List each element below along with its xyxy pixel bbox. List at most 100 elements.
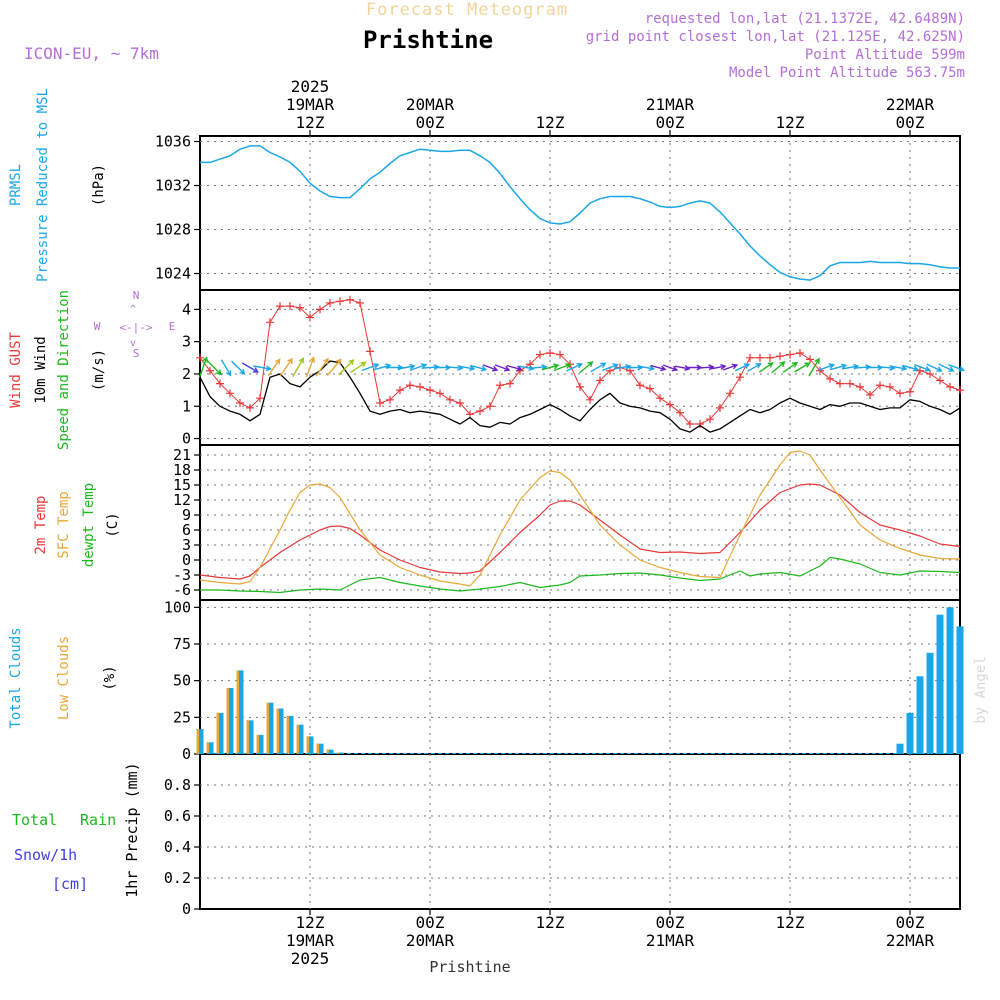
gust-marker [926, 369, 934, 378]
bar-clouds-total [246, 720, 254, 754]
panel-label: 10m Wind [33, 336, 49, 403]
ytick-label: 2 [182, 365, 191, 383]
bar-clouds-total [916, 676, 924, 754]
wind-arrow [722, 363, 739, 371]
series-line-temperature-1 [199, 450, 961, 587]
panel-label: PRMSL [8, 164, 24, 206]
series-line-pressure-0 [200, 145, 960, 281]
gust-marker [546, 348, 554, 357]
wind-arrow [482, 364, 499, 372]
gust-marker [796, 348, 804, 357]
gust-marker [226, 389, 234, 398]
wind-arrow [494, 364, 511, 372]
gust-marker [486, 402, 494, 411]
gust-marker [866, 390, 874, 399]
wind-arrow [674, 365, 691, 371]
gust-marker [916, 366, 924, 375]
bottom-tick-label: 21MAR [646, 931, 695, 950]
gust-marker [596, 376, 604, 385]
gust-marker [776, 352, 784, 361]
panel-label: Total Clouds [8, 627, 24, 728]
bar-clouds-low [236, 670, 239, 754]
subtitle: Forecast Meteogram [366, 0, 568, 20]
bar-clouds-total [256, 734, 264, 754]
wind-arrow [758, 362, 774, 373]
compass-rose: N S W E <-|-> ^ v [94, 289, 176, 360]
info-line-3: Point Altitude 599m [805, 47, 965, 63]
gust-marker [576, 382, 584, 391]
top-tick-label: 00Z [416, 113, 445, 132]
gust-marker [356, 298, 364, 307]
gust-marker [496, 381, 504, 390]
wind-arrow [602, 363, 619, 371]
panel-label: Speed and Direction [56, 290, 72, 450]
label-layer: PRMSL Pressure Reduced to MSL (hPa) Wind GU… [8, 77, 934, 968]
gust-marker [366, 347, 374, 356]
ytick-label: 12 [173, 491, 191, 509]
bar-clouds-low [326, 749, 329, 754]
wind-arrow [506, 364, 523, 372]
svg-text:<-|->: <-|-> [119, 321, 152, 334]
watermark: by Angel [973, 656, 989, 723]
gust-marker [406, 381, 414, 390]
ytick-label: 18 [173, 461, 191, 479]
bar-clouds-total [896, 743, 904, 754]
wind-arrow [220, 359, 232, 377]
bar-clouds-total [316, 743, 324, 754]
bar-clouds-low [246, 720, 249, 754]
bottom-tick-label: 00Z [416, 913, 445, 932]
wind-arrow [305, 356, 315, 378]
top-tick-label: 12Z [296, 113, 325, 132]
wind-arrow [315, 357, 329, 377]
gust-marker [676, 408, 684, 417]
ytick-label: 1024 [155, 265, 191, 283]
wind-arrow [902, 364, 920, 372]
gust-marker [826, 374, 834, 383]
top-tick-label: 19MAR [286, 95, 335, 114]
bar-clouds-low [286, 715, 289, 754]
wind-arrow [818, 363, 835, 371]
gust-marker [286, 302, 294, 311]
bar-clouds-total [926, 652, 934, 754]
gust-marker [936, 376, 944, 385]
gust-marker [656, 394, 664, 403]
panel-label: Total [12, 811, 57, 829]
page-title: Prishtine [363, 26, 493, 54]
panel-label: 1hr Precip (mm) [123, 762, 141, 897]
panel-frame-clouds [199, 599, 961, 755]
top-tick-label: 21MAR [646, 95, 695, 114]
gust-marker [946, 382, 954, 391]
top-tick-label: 2025 [291, 77, 330, 96]
gust-marker [386, 395, 394, 404]
gust-marker [906, 387, 914, 396]
gust-marker [456, 399, 464, 408]
ytick-label: 0 [182, 900, 191, 918]
panel-label: (C) [105, 512, 121, 537]
compass-e: E [169, 320, 176, 333]
bar-clouds-low [196, 729, 199, 754]
gust-marker [446, 395, 454, 404]
panel-frame-temperature [199, 444, 961, 601]
bar-clouds-low [276, 708, 279, 754]
compass-n: N [133, 289, 140, 302]
ytick-label: 1032 [155, 177, 191, 195]
gust-marker [956, 386, 964, 395]
wind-arrow [830, 363, 848, 371]
ytick-label: 6 [182, 521, 191, 539]
gust-marker [786, 350, 794, 359]
panel-label: SFC Temp [56, 491, 72, 558]
gust-marker [256, 394, 264, 403]
bar-clouds-low [316, 743, 319, 754]
gust-marker [206, 366, 214, 375]
ytick-label: -3 [173, 566, 191, 584]
top-tick-label: 12Z [536, 113, 565, 132]
wind-arrow [326, 358, 342, 376]
svg-text:v: v [130, 338, 136, 349]
gust-marker [726, 389, 734, 398]
wind-arrow [241, 362, 260, 373]
panel-label: Low Clouds [56, 636, 72, 720]
panel-label: [cm] [52, 875, 88, 893]
gust-marker [376, 399, 384, 408]
panel-label: (hPa) [91, 164, 107, 206]
